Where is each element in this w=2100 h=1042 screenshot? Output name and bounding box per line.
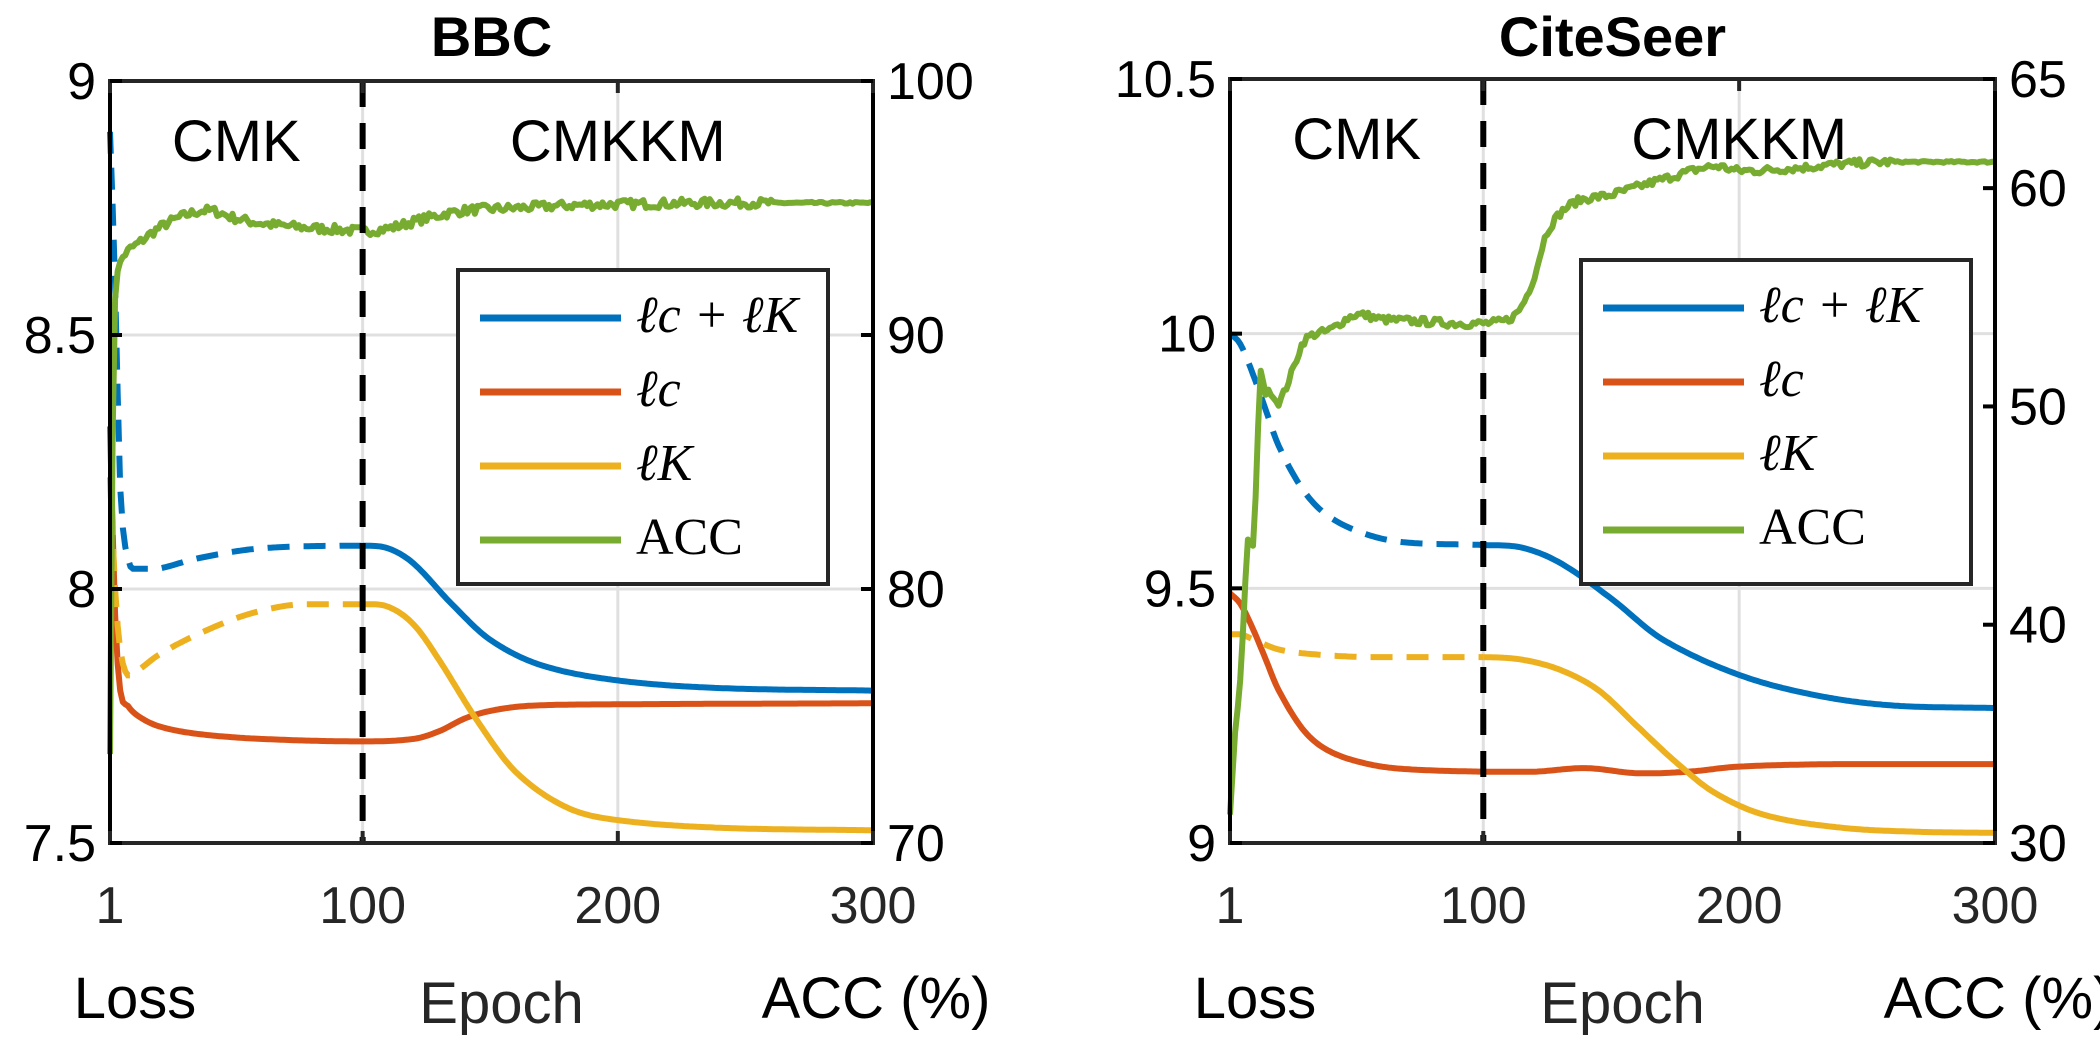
series-line (107, 426, 874, 745)
y-left-axis-label: Loss (1194, 966, 1317, 1031)
legend: ℓc + ℓK ℓc ℓK ACC (456, 268, 830, 586)
series-line-dashed (107, 131, 363, 572)
y-right-axis-label: ACC (%) (1884, 966, 2100, 1031)
y-right-axis-label: ACC (%) (762, 966, 991, 1031)
legend-label: ℓc + ℓK (636, 287, 800, 344)
y-left-tick-label: 9 (67, 53, 96, 111)
x-axis-label: Epoch (1540, 971, 1704, 1036)
y-right-tick-label: 30 (2009, 815, 2067, 873)
y-left-tick-label: 10.5 (1115, 51, 1216, 109)
y-right-tick-label: 60 (2009, 160, 2067, 218)
series-line-dashed (107, 477, 363, 679)
x-tick-label: 300 (1952, 877, 2039, 935)
phase-label-cmkkm: CMKKM (510, 109, 726, 174)
legend-label: ACC (1759, 499, 1866, 556)
legend-label: ℓK (636, 435, 695, 492)
y-left-axis-label: Loss (74, 966, 197, 1031)
legend-item: ℓK (1603, 425, 1818, 482)
legend-label: ℓc + ℓK (1759, 277, 1923, 334)
x-tick-label: 200 (574, 877, 661, 935)
panel-citeseer: CMK CMKKM 1 100 200 300 9 9.5 10 10.5 30 40 50 60 65 Ci… (1115, 5, 2100, 1036)
y-left-tick-label: 7.5 (24, 815, 96, 873)
y-right-tick-label: 100 (887, 53, 974, 111)
series-line (1227, 156, 1996, 815)
series-line (1482, 654, 1996, 836)
series-line (362, 601, 874, 834)
legend-item: ACC (1603, 499, 1866, 556)
x-tick-label: 100 (1440, 877, 1527, 935)
series-line (362, 542, 874, 694)
y-left-tick-label: 8 (67, 561, 96, 619)
legend-item: ℓc + ℓK (1603, 277, 1923, 334)
x-tick-label: 100 (319, 877, 406, 935)
legend-item: ℓK (480, 435, 695, 492)
y-right-tick-label: 80 (887, 561, 945, 619)
x-tick-label: 300 (830, 877, 917, 935)
legend-item: ℓc (1603, 351, 1804, 408)
legend-item: ACC (480, 509, 743, 566)
legend: ℓc + ℓK ℓc ℓK ACC (1579, 258, 1973, 586)
x-tick-label: 1 (1216, 877, 1245, 935)
panel-bbc: CMK CMKKM 1 100 200 300 7.5 8 8.5 9 70 80 90 100 BBC Lo… (24, 5, 991, 1036)
series-line (1482, 542, 1996, 711)
y-left-tick-label: 10 (1158, 306, 1216, 364)
legend-label: ℓK (1759, 425, 1818, 482)
legend-label: ℓc (636, 361, 681, 418)
y-right-tick-label: 70 (887, 815, 945, 873)
y-right-tick-label: 90 (887, 307, 945, 365)
phase-label-cmk: CMK (172, 109, 301, 174)
y-left-tick-label: 9.5 (1144, 560, 1216, 618)
legend-item: ℓc (480, 361, 681, 418)
y-right-tick-label: 50 (2009, 378, 2067, 436)
chart-title: CiteSeer (1499, 5, 1726, 68)
phase-label-cmkkm: CMKKM (1631, 107, 1847, 172)
x-tick-label: 200 (1696, 877, 1783, 935)
legend-item: ℓc + ℓK (480, 287, 800, 344)
series-line-dashed (1230, 631, 1484, 661)
y-right-tick-label: 40 (2009, 597, 2067, 655)
legend-label: ℓc (1759, 351, 1804, 408)
y-left-tick-label: 9 (1187, 815, 1216, 873)
y-left-tick-label: 8.5 (24, 307, 96, 365)
series-line (1228, 591, 1996, 777)
legend-label: ACC (636, 509, 743, 566)
phase-label-cmk: CMK (1292, 107, 1421, 172)
x-tick-label: 1 (96, 877, 125, 935)
legend-box (456, 268, 830, 586)
y-right-tick-label: 65 (2009, 51, 2067, 109)
series-line-dashed (1228, 331, 1484, 548)
x-axis-label: Epoch (419, 971, 583, 1036)
chart-title: BBC (431, 5, 552, 68)
series-line (107, 195, 874, 755)
